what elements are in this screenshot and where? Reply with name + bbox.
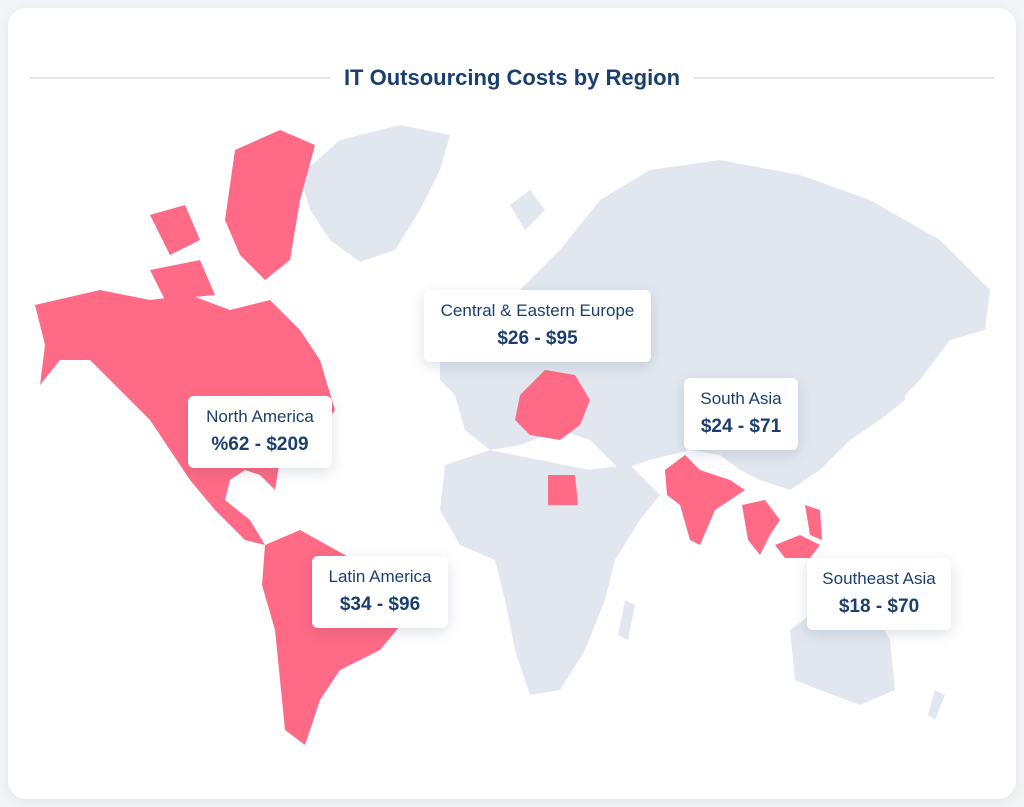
japan xyxy=(875,350,905,420)
eastern-europe-shape xyxy=(515,370,590,440)
callout-south-asia: South Asia $24 - $71 xyxy=(684,378,798,450)
title-rule-left xyxy=(30,77,330,79)
region-cost-range: %62 - $209 xyxy=(211,434,309,455)
region-cost-range: $24 - $71 xyxy=(700,416,782,437)
callout-north-america: North America %62 - $209 xyxy=(188,396,332,468)
uk xyxy=(455,365,470,398)
region-name: Southeast Asia xyxy=(822,569,936,588)
title-row: IT Outsourcing Costs by Region xyxy=(30,60,994,96)
region-name: Central & Eastern Europe xyxy=(440,301,635,320)
egypt-shape xyxy=(548,475,578,505)
region-cost-range: $34 - $96 xyxy=(339,594,421,615)
madagascar xyxy=(618,600,635,640)
callout-central-eastern-europe: Central & Eastern Europe $26 - $95 xyxy=(424,290,651,362)
region-cost-range: $18 - $70 xyxy=(838,596,920,617)
page-title: IT Outsourcing Costs by Region xyxy=(343,65,681,90)
svalbard xyxy=(510,190,545,230)
callout-latin-america: Latin America $34 - $96 xyxy=(312,556,448,628)
callout-southeast-asia: Southeast Asia $18 - $70 xyxy=(807,558,951,630)
north-america-shape xyxy=(35,290,335,545)
india-shape xyxy=(665,455,745,545)
other-land xyxy=(300,125,990,720)
new-zealand xyxy=(928,690,945,720)
region-name: South Asia xyxy=(700,389,782,408)
region-name: North America xyxy=(206,407,314,426)
southeast-asia-shape xyxy=(742,500,822,558)
arabia xyxy=(585,465,660,520)
region-cost-range: $26 - $95 xyxy=(497,328,578,349)
region-name: Latin America xyxy=(328,567,432,586)
africa xyxy=(440,450,640,695)
title-rule-right xyxy=(694,77,994,79)
greenland xyxy=(300,125,450,262)
arctic-islands-shape xyxy=(150,130,315,300)
